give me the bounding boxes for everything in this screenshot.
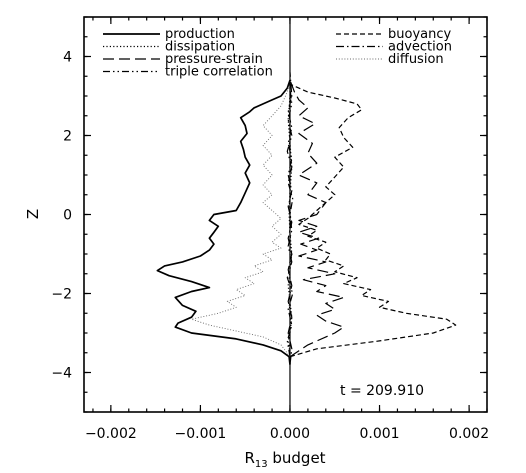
y-tick-label: 2	[63, 129, 72, 145]
x-axis-label-rest: budget	[268, 449, 326, 467]
legend-label-pressure-strain: pressure-strain	[165, 52, 263, 67]
y-tick-label: −2	[51, 287, 72, 303]
legend-label-triple-correlation: triple correlation	[165, 65, 273, 80]
x-axis-label: R13 budget	[244, 449, 325, 470]
y-tick-label: 4	[63, 50, 72, 66]
series-line-dissipation	[287, 80, 293, 353]
series-line-production	[156, 79, 291, 365]
legend-label-advection: advection	[388, 40, 452, 55]
x-tick-label: 0.002	[449, 426, 489, 442]
x-axis-label-main: R	[244, 449, 254, 467]
series-layer	[156, 72, 457, 365]
legend-label-dissipation: dissipation	[165, 40, 235, 55]
series-line-advection	[287, 72, 293, 365]
legend-label-diffusion: diffusion	[388, 52, 444, 67]
time-annotation: t = 209.910	[340, 383, 424, 399]
x-tick-label: −0.002	[85, 426, 137, 442]
legend-label-production: production	[165, 27, 235, 42]
y-axis-label: Z	[24, 209, 42, 219]
x-tick-label: 0.001	[359, 426, 399, 442]
y-tick-label: −4	[51, 366, 72, 382]
axis-ticks: −0.002 −0.001 0.000 0.001 0.002 −4 −2 0 2 4	[51, 16, 489, 442]
legend: productiondissipationpressure-straintrip…	[103, 27, 452, 80]
series-line-triple-correlation	[286, 80, 294, 357]
x-axis-label-subscript: 13	[255, 459, 268, 470]
y-tick-label: 0	[63, 208, 72, 224]
legend-label-buoyancy: buoyancy	[388, 27, 451, 42]
x-tick-label: 0.000	[270, 426, 310, 442]
series-line-pressure-strain	[289, 79, 345, 358]
x-tick-label: −0.001	[175, 426, 227, 442]
series-line-diffusion	[191, 83, 291, 357]
series-line-buoyancy	[289, 83, 457, 358]
